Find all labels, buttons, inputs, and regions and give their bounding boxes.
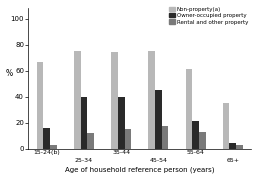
- X-axis label: Age of household reference person (years): Age of household reference person (years…: [65, 166, 215, 173]
- Legend: Non-property(a), Owner-occupied property, Rental and other property: Non-property(a), Owner-occupied property…: [168, 6, 249, 26]
- Bar: [125, 129, 131, 149]
- Bar: [37, 62, 43, 149]
- Y-axis label: %: %: [6, 69, 13, 78]
- Bar: [148, 51, 155, 149]
- Bar: [87, 133, 94, 149]
- Bar: [74, 51, 81, 149]
- Bar: [199, 132, 206, 149]
- Bar: [236, 145, 243, 149]
- Bar: [50, 145, 57, 149]
- Bar: [223, 103, 230, 149]
- Bar: [230, 143, 236, 149]
- Bar: [43, 128, 50, 149]
- Bar: [81, 97, 87, 149]
- Bar: [118, 97, 125, 149]
- Bar: [186, 69, 192, 149]
- Bar: [162, 127, 168, 149]
- Bar: [111, 53, 118, 149]
- Bar: [155, 90, 162, 149]
- Bar: [192, 121, 199, 149]
